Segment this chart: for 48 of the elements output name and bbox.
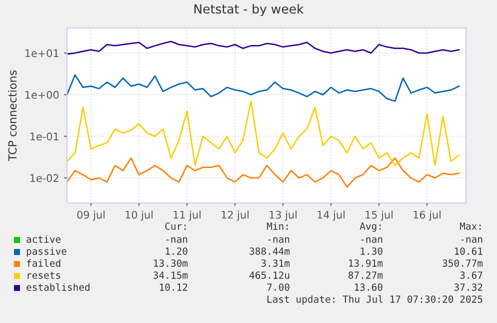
text: 10.61 xyxy=(454,247,482,255)
x-tick-label: 15 jul xyxy=(366,210,392,221)
text: 1.20 xyxy=(166,247,188,255)
text: 1.30 xyxy=(360,247,382,255)
x-tick-label: 16 jul xyxy=(414,210,440,221)
line-series xyxy=(67,40,460,55)
x-tick-label: 09 jul xyxy=(77,210,104,221)
x-tick-label: 13 jul xyxy=(270,210,296,221)
text: Cur: xyxy=(165,222,186,230)
line-series xyxy=(67,157,460,188)
y-axis-title: TCP connections xyxy=(8,70,17,162)
x-tick-label: 12 jul xyxy=(222,210,248,221)
text: 388.44m xyxy=(250,247,290,255)
legend-label: passive xyxy=(26,247,66,257)
text: -nan xyxy=(166,237,188,243)
y-tick-label: 1e-02 xyxy=(30,174,58,182)
legend-label: established xyxy=(26,283,90,291)
text: 10.12 xyxy=(160,283,188,291)
text: 13.30m xyxy=(154,259,188,267)
text: Min: xyxy=(266,222,288,230)
chart-title: Netstat - by week xyxy=(194,4,304,16)
text: 7.00 xyxy=(267,283,290,291)
text: Max: xyxy=(460,222,481,230)
text: 37.32 xyxy=(454,283,482,291)
text: 3.31m xyxy=(261,259,290,267)
text: 350.77m xyxy=(442,259,483,267)
text: 13.91m xyxy=(349,259,383,267)
y-tick-label: 1e+00 xyxy=(25,90,59,99)
text: Last update: Thu Jul 17 07:30:20 2025 xyxy=(267,295,482,305)
y-tick-label: 1e-01 xyxy=(30,132,58,140)
legend-label: resets xyxy=(28,272,60,279)
text: -nan xyxy=(268,237,290,243)
legend-label: active xyxy=(26,235,61,243)
text: -nan xyxy=(461,237,482,243)
line-series xyxy=(67,74,460,102)
x-tick-label: 10 jul xyxy=(126,210,152,221)
legend-label: failed xyxy=(26,259,60,267)
y-tick-label: 1e+01 xyxy=(25,49,58,58)
text: -nan xyxy=(361,237,382,243)
x-tick-label: 11 jul xyxy=(174,210,200,221)
text: 3.67 xyxy=(460,271,482,279)
text: 34.15m xyxy=(154,271,188,279)
x-tick-label: 14 jul xyxy=(318,210,344,221)
line-series xyxy=(67,100,460,166)
text: 13.60 xyxy=(354,283,382,291)
text: 87.27m xyxy=(348,271,383,279)
text: 465.12u xyxy=(250,271,290,279)
text: Avg: xyxy=(360,222,381,232)
